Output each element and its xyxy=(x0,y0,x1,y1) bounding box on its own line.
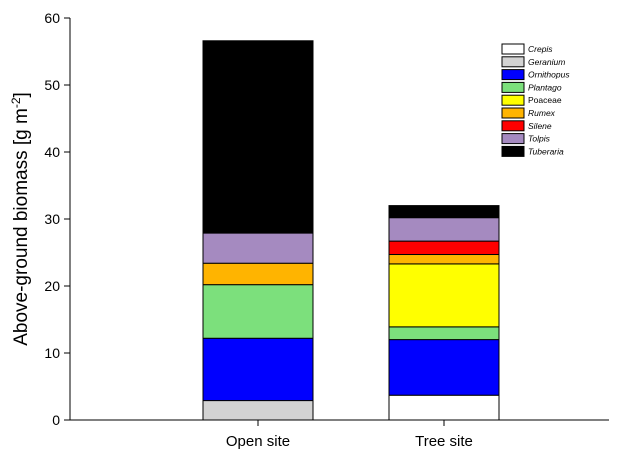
legend-label-rumex: Rumex xyxy=(528,108,556,118)
bar-segment-poaceae-tree-site xyxy=(388,263,500,328)
bar-segment-tuberaria-tree-site xyxy=(388,205,500,219)
legend-label-plantago: Plantago xyxy=(528,82,562,92)
legend-label-geranium: Geranium xyxy=(528,57,565,67)
legend-label-crepis: Crepis xyxy=(528,44,553,54)
bar-stacks xyxy=(202,40,500,421)
legend: Crepis Geranium Ornithopus Plantago Poaceae R… xyxy=(501,43,570,157)
legend-label-ornithopus: Ornithopus xyxy=(528,70,570,80)
x-category-label: Open site xyxy=(226,433,290,449)
y-tick-label: 0 xyxy=(52,412,60,428)
bar-segment-silene-tree-site xyxy=(388,240,500,256)
y-axis-label-close: ] xyxy=(11,92,32,97)
y-ticks: 0 10 20 30 40 50 60 xyxy=(44,10,70,428)
bar-segment-rumex-tree-site xyxy=(388,254,500,265)
legend-swatch-crepis xyxy=(501,43,525,55)
y-tick-label: 20 xyxy=(44,278,60,294)
x-category-labels: Open site Tree site xyxy=(226,420,473,449)
bar-segment-ornithopus-open-site xyxy=(202,337,314,402)
y-tick-label: 30 xyxy=(44,211,60,227)
legend-label-silene: Silene xyxy=(528,121,552,131)
legend-label-tolpis: Tolpis xyxy=(528,134,551,144)
legend-swatch-rumex xyxy=(501,107,525,119)
bar-segment-tuberaria-open-site xyxy=(202,40,314,234)
bar-segment-plantago-open-site xyxy=(202,284,314,339)
bar-segment-crepis-tree-site xyxy=(388,394,500,421)
bar-segment-rumex-open-site xyxy=(202,262,314,286)
legend-swatch-tolpis xyxy=(501,133,525,145)
legend-swatch-tuberaria xyxy=(501,145,525,157)
legend-swatch-poaceae xyxy=(501,94,525,106)
legend-label-poaceae: Poaceae xyxy=(528,95,562,105)
y-tick-label: 10 xyxy=(44,345,60,361)
bar-segment-ornithopus-tree-site xyxy=(388,339,500,396)
y-tick-label: 60 xyxy=(44,10,60,26)
bar-segment-tolpis-tree-site xyxy=(388,217,500,242)
y-tick-label: 50 xyxy=(44,77,60,93)
bar-segment-geranium-open-site xyxy=(202,400,314,421)
legend-label-tuberaria: Tuberaria xyxy=(528,146,564,156)
y-tick-label: 40 xyxy=(44,144,60,160)
bar-segment-plantago-tree-site xyxy=(388,326,500,341)
y-axis-label-main: Above-ground biomass [g m xyxy=(11,108,32,346)
x-category-label: Tree site xyxy=(415,433,473,449)
bar-segment-tolpis-open-site xyxy=(202,232,314,264)
legend-swatch-plantago xyxy=(501,81,525,93)
legend-swatch-geranium xyxy=(501,56,525,68)
legend-swatch-ornithopus xyxy=(501,69,525,81)
y-axis-label: Above-ground biomass [g m-2] xyxy=(9,92,32,346)
legend-swatch-silene xyxy=(501,120,525,132)
y-axis-label-superscript: -2 xyxy=(9,97,23,108)
